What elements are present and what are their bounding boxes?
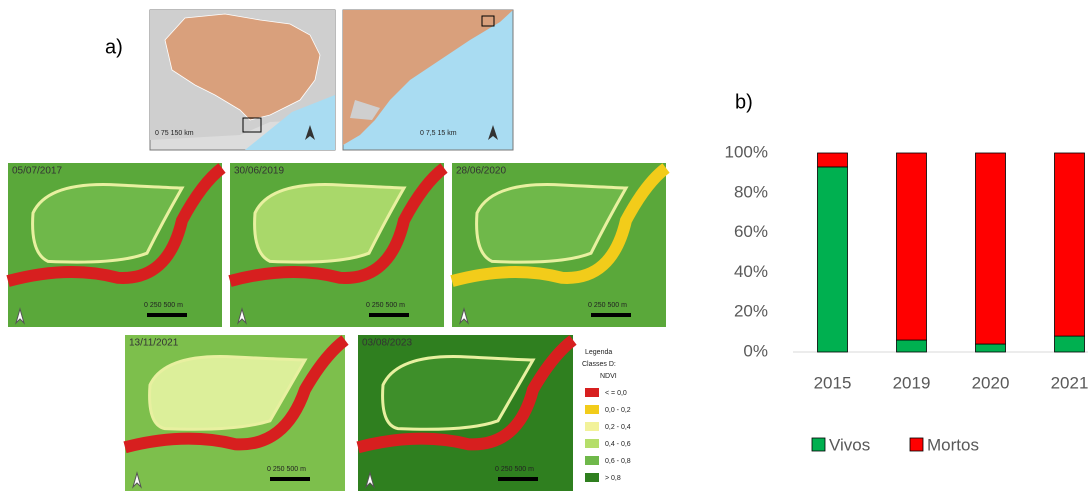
map-panel: 13/11/2021 0 250 500 m (125, 335, 345, 491)
legend-label: Mortos (927, 435, 979, 454)
map-panel: 05/07/2017 0 250 500 m (8, 163, 222, 327)
y-tick-label: 80% (734, 182, 768, 201)
map-date: 30/06/2019 (234, 166, 284, 177)
scale-bar (270, 477, 310, 481)
legend-swatch (812, 438, 825, 451)
bar-segment (897, 153, 927, 340)
scale-label: 0 250 500 m (495, 466, 534, 473)
legend-label: 0,4 - 0,6 (605, 441, 631, 448)
bar-segment (976, 344, 1006, 352)
map-date: 05/07/2017 (12, 166, 62, 177)
bar-segment (976, 153, 1006, 344)
panel-label: a) (105, 36, 123, 58)
legend-heading: NDVI (600, 373, 617, 380)
x-tick-label: 2015 (814, 373, 852, 392)
x-tick-label: 2020 (972, 373, 1010, 392)
figure: a) b) 0 75 150 km 0 7,5 15 km Legenda Cl… (0, 0, 1090, 491)
legend-swatch (585, 405, 599, 414)
figure-canvas: a) b) 0 75 150 km 0 7,5 15 km Legenda Cl… (0, 0, 1090, 491)
scale-label: 0 250 500 m (366, 302, 405, 309)
scale-label: 0 7,5 15 km (420, 130, 457, 137)
scale-bar (498, 477, 538, 481)
legend-label: 0,0 - 0,2 (605, 407, 631, 414)
legend-swatch (585, 473, 599, 482)
map-date: 13/11/2021 (129, 338, 179, 349)
map-date: 28/06/2020 (456, 166, 506, 177)
map-panel: 28/06/2020 0 250 500 m (452, 163, 666, 327)
panel-label: b) (735, 91, 753, 113)
legend-swatch (585, 456, 599, 465)
scale-label: 0 250 500 m (588, 302, 627, 309)
y-tick-label: 100% (725, 142, 768, 161)
legend-swatch (910, 438, 923, 451)
y-tick-label: 60% (734, 222, 768, 241)
locator-map: 0 75 150 km (150, 10, 335, 150)
locator-map: 0 7,5 15 km (343, 10, 513, 150)
bar-segment (897, 340, 927, 352)
legend-label: Vivos (829, 435, 870, 454)
map-date: 03/08/2023 (362, 338, 412, 349)
scale-bar (147, 313, 187, 317)
legend-swatch (585, 422, 599, 431)
legend-swatch (585, 388, 599, 397)
legend-label: < = 0,0 (605, 390, 627, 397)
legend-subtitle: Classes D: (582, 361, 616, 368)
bar-segment (1055, 336, 1085, 352)
scale-bar (591, 313, 631, 317)
scale-label: 0 250 500 m (267, 466, 306, 473)
legend-title: Legenda (585, 349, 612, 356)
bar-segment (818, 167, 848, 352)
legend-label: > 0,8 (605, 475, 621, 482)
scale-bar (369, 313, 409, 317)
bar-segment (1055, 153, 1085, 336)
map-panel: 30/06/2019 0 250 500 m (230, 163, 444, 327)
y-tick-label: 40% (734, 262, 768, 281)
scale-label: 0 75 150 km (155, 130, 194, 137)
scale-label: 0 250 500 m (144, 302, 183, 309)
bar-segment (818, 153, 848, 167)
x-tick-label: 2019 (893, 373, 931, 392)
legend-label: 0,2 - 0,4 (605, 424, 631, 431)
x-tick-label: 2021 (1051, 373, 1089, 392)
y-tick-label: 0% (743, 341, 768, 360)
legend-label: 0,6 - 0,8 (605, 458, 631, 465)
legend-swatch (585, 439, 599, 448)
y-tick-label: 20% (734, 302, 768, 321)
map-panel: 03/08/2023 0 250 500 m (358, 335, 573, 491)
